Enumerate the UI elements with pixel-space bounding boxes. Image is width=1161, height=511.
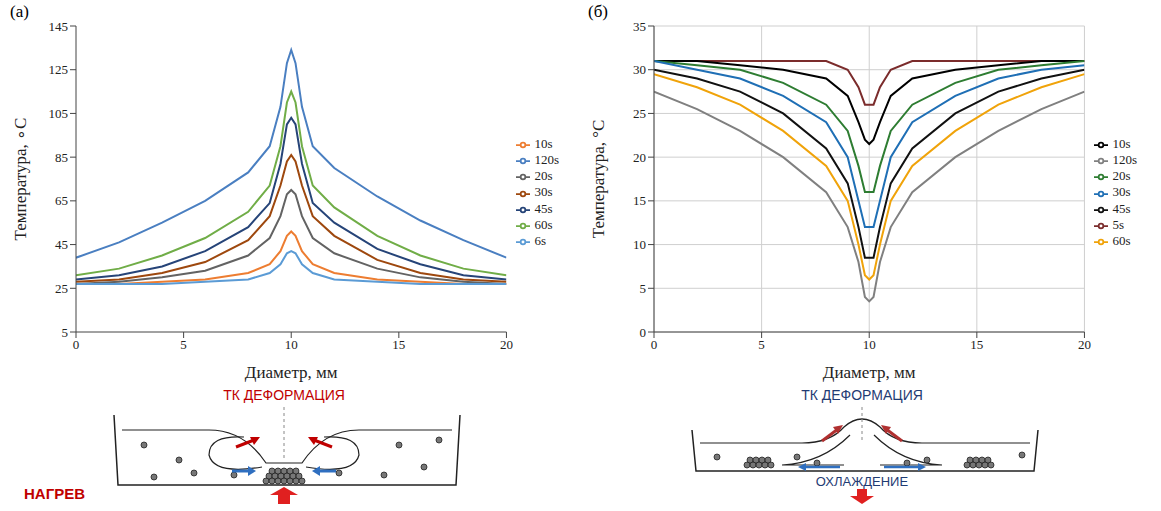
svg-text:25: 25 <box>633 106 646 121</box>
html-text:(a): (a) <box>10 2 29 21</box>
html-text:60s: 60s <box>1112 232 1131 248</box>
svg-text:5: 5 <box>640 281 647 296</box>
html-text:(б): (б) <box>588 2 608 21</box>
svg-text:0: 0 <box>73 337 80 352</box>
svg-text:Диаметр, мм: Диаметр, мм <box>245 363 338 382</box>
html-text:10s: 10s <box>1112 136 1131 152</box>
html-text:10s: 10s <box>534 136 553 152</box>
svg-text:10: 10 <box>633 237 646 252</box>
html-text:120s: 120s <box>534 152 559 168</box>
svg-text:105: 105 <box>49 106 69 121</box>
svg-text:Диаметр, мм: Диаметр, мм <box>823 363 916 382</box>
svg-text:125: 125 <box>49 62 69 77</box>
html-text:120s: 120s <box>1112 152 1137 168</box>
svg-text:20: 20 <box>1078 337 1091 352</box>
html-text:5s: 5s <box>1112 216 1124 232</box>
html-text:45s: 45s <box>1112 200 1131 216</box>
svg-text:15: 15 <box>970 337 983 352</box>
svg-text:5: 5 <box>180 337 187 352</box>
svg-text:65: 65 <box>55 193 68 208</box>
svg-text:35: 35 <box>633 19 646 34</box>
svg-text:20: 20 <box>500 337 513 352</box>
svg-text:5: 5 <box>758 337 765 352</box>
svg-text:5: 5 <box>62 325 69 340</box>
svg-text:ОХЛАЖДЕНИЕ: ОХЛАЖДЕНИЕ <box>816 474 909 489</box>
svg-text:30: 30 <box>633 62 646 77</box>
html-text:45s: 45s <box>534 200 553 216</box>
svg-text:15: 15 <box>392 337 405 352</box>
svg-text:145: 145 <box>49 19 69 34</box>
html-text:60s: 60s <box>534 216 553 232</box>
svg-text:НАГРЕВ: НАГРЕВ <box>24 485 85 502</box>
html-text:20s: 20s <box>1112 168 1131 184</box>
svg-text:Температура, ∘C: Температура, ∘C <box>11 118 30 241</box>
html-text:30s: 30s <box>1112 184 1131 200</box>
svg-text:ТК ДЕФОРМАЦИЯ: ТК ДЕФОРМАЦИЯ <box>223 387 345 403</box>
html-text:6s: 6s <box>534 232 546 248</box>
svg-text:10: 10 <box>285 337 298 352</box>
svg-text:0: 0 <box>651 337 658 352</box>
svg-text:45: 45 <box>55 237 68 252</box>
html-text:30s: 30s <box>534 184 553 200</box>
svg-text:15: 15 <box>633 193 646 208</box>
svg-text:20: 20 <box>633 150 646 165</box>
svg-text:ТК ДЕФОРМАЦИЯ: ТК ДЕФОРМАЦИЯ <box>801 387 923 403</box>
svg-text:Температура, °C: Температура, °C <box>589 120 608 239</box>
svg-text:10: 10 <box>863 337 876 352</box>
svg-text:85: 85 <box>55 150 68 165</box>
svg-text:0: 0 <box>640 325 647 340</box>
svg-text:25: 25 <box>55 281 68 296</box>
html-text:20s: 20s <box>534 168 553 184</box>
